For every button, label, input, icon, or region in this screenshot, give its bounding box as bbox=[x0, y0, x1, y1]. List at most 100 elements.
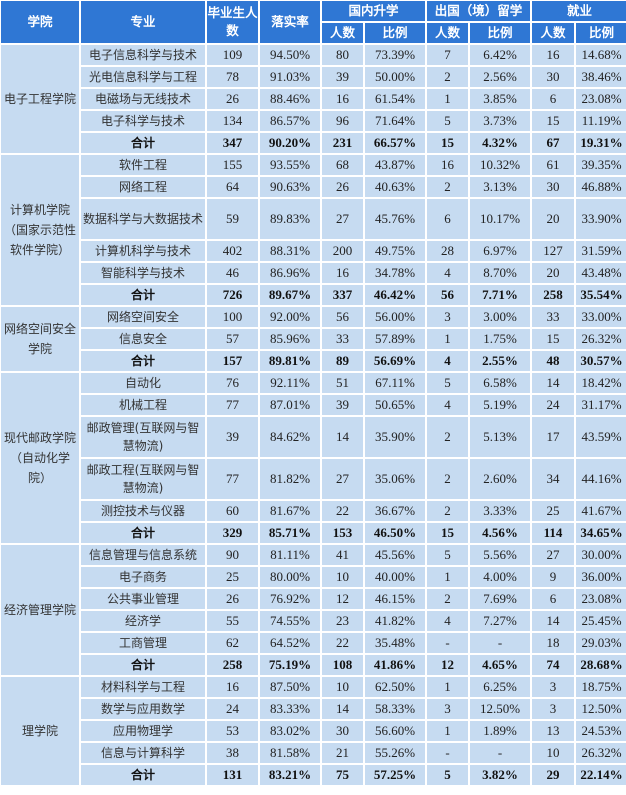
rate-cell: 91.03% bbox=[260, 67, 320, 87]
rate-cell: 92.11% bbox=[260, 373, 320, 393]
table-row: 理学院 材料科学与工程 16 87.50% 10 62.50% 1 6.25% 3 18.75% bbox=[1, 677, 626, 785]
abroad-count-cell: 5 bbox=[427, 765, 469, 785]
rate-cell: 64.52% bbox=[260, 633, 320, 653]
table-row: 电磁场与无线技术 26 88.46% 16 61.54% 1 3.85% 6 23.08% bbox=[1, 89, 626, 109]
major-cell: 软件工程 bbox=[81, 155, 205, 175]
employment-count-cell: 29 bbox=[532, 765, 575, 785]
college-cell: 计算机学院（国家示范性软件学院） bbox=[1, 155, 79, 305]
domestic-count-cell: 23 bbox=[322, 611, 363, 631]
graduates-cell: 329 bbox=[207, 523, 258, 543]
abroad-count-cell: 1 bbox=[427, 721, 469, 741]
domestic-ratio-cell: 43.87% bbox=[365, 155, 426, 175]
abroad-ratio-cell: - bbox=[470, 743, 531, 763]
domestic-ratio-cell: 56.00% bbox=[365, 307, 426, 327]
abroad-count-cell: 15 bbox=[427, 133, 469, 153]
abroad-count-cell: 15 bbox=[427, 523, 469, 543]
domestic-count-cell: 22 bbox=[322, 501, 363, 521]
domestic-ratio-cell: 35.48% bbox=[365, 633, 426, 653]
abroad-count-cell: 7 bbox=[427, 45, 469, 65]
college-cell: 理学院 bbox=[1, 677, 79, 785]
graduates-cell: 77 bbox=[207, 459, 258, 499]
employment-count-cell: 48 bbox=[532, 351, 575, 371]
domestic-ratio-cell: 55.26% bbox=[365, 743, 426, 763]
graduates-cell: 100 bbox=[207, 307, 258, 327]
domestic-count-cell: 12 bbox=[322, 589, 363, 609]
table-row: 工商管理 62 64.52% 22 35.48% - -18 29.03% bbox=[1, 633, 626, 653]
abroad-ratio-cell: 12.50% bbox=[470, 699, 531, 719]
rate-cell: 94.50% bbox=[260, 45, 320, 65]
college-cell: 经济管理学院 bbox=[1, 545, 79, 675]
employment-count-cell: 3 bbox=[532, 677, 575, 697]
total-row: 合计 157 89.81% 89 56.69% 4 2.55% 48 30.57% bbox=[1, 351, 626, 371]
graduates-cell: 53 bbox=[207, 721, 258, 741]
domestic-ratio-cell: 57.25% bbox=[365, 765, 426, 785]
domestic-count-cell: 14 bbox=[322, 417, 363, 457]
employment-ratio-cell: 36.00% bbox=[576, 567, 626, 587]
employment-count-cell: 61 bbox=[532, 155, 575, 175]
rate-cell: 81.58% bbox=[260, 743, 320, 763]
abroad-ratio-cell: 7.71% bbox=[470, 285, 531, 305]
graduates-cell: 38 bbox=[207, 743, 258, 763]
employment-ratio-cell: 44.16% bbox=[576, 459, 626, 499]
graduates-cell: 155 bbox=[207, 155, 258, 175]
domestic-count-cell: 153 bbox=[322, 523, 363, 543]
header-graduates: 毕业生人数 bbox=[207, 1, 258, 43]
employment-ratio-cell: 30.57% bbox=[576, 351, 626, 371]
employment-ratio-cell: 33.90% bbox=[576, 199, 626, 239]
graduates-cell: 347 bbox=[207, 133, 258, 153]
domestic-count-cell: 10 bbox=[322, 677, 363, 697]
employment-count-cell: 33 bbox=[532, 307, 575, 327]
abroad-ratio-cell: 7.69% bbox=[470, 589, 531, 609]
employment-ratio-cell: 12.50% bbox=[576, 699, 626, 719]
table-row: 应用物理学 53 83.02% 30 56.60% 1 1.89% 13 24.53% bbox=[1, 721, 626, 741]
domestic-ratio-cell: 49.75% bbox=[365, 241, 426, 261]
major-cell: 公共事业管理 bbox=[81, 589, 205, 609]
abroad-ratio-cell: 6.42% bbox=[470, 45, 531, 65]
graduates-cell: 134 bbox=[207, 111, 258, 131]
employment-count-cell: 9 bbox=[532, 567, 575, 587]
employment-ratio-cell: 26.32% bbox=[576, 743, 626, 763]
abroad-ratio-cell: 3.00% bbox=[470, 307, 531, 327]
abroad-ratio-cell: 4.56% bbox=[470, 523, 531, 543]
abroad-ratio-cell: 4.65% bbox=[470, 655, 531, 675]
domestic-count-cell: 10 bbox=[322, 567, 363, 587]
header-abroad: 出国（境）留学 bbox=[427, 1, 531, 21]
employment-count-cell: 24 bbox=[532, 395, 575, 415]
employment-ratio-cell: 25.45% bbox=[576, 611, 626, 631]
graduates-cell: 62 bbox=[207, 633, 258, 653]
employment-ratio-cell: 41.67% bbox=[576, 501, 626, 521]
abroad-ratio-cell: 10.32% bbox=[470, 155, 531, 175]
abroad-count-cell: 16 bbox=[427, 155, 469, 175]
employment-count-cell: 20 bbox=[532, 199, 575, 239]
rate-cell: 88.31% bbox=[260, 241, 320, 261]
domestic-ratio-cell: 46.42% bbox=[365, 285, 426, 305]
rate-cell: 75.19% bbox=[260, 655, 320, 675]
graduates-cell: 26 bbox=[207, 89, 258, 109]
rate-cell: 88.46% bbox=[260, 89, 320, 109]
abroad-ratio-cell: 3.73% bbox=[470, 111, 531, 131]
major-cell: 计算机科学与技术 bbox=[81, 241, 205, 261]
header-employment-count: 人数 bbox=[532, 23, 575, 43]
table-row: 网络工程 64 90.63% 26 40.63% 2 3.13% 30 46.88% bbox=[1, 177, 626, 197]
abroad-count-cell: 3 bbox=[427, 307, 469, 327]
major-cell: 电子商务 bbox=[81, 567, 205, 587]
employment-ratio-cell: 23.08% bbox=[576, 89, 626, 109]
employment-ratio-cell: 24.53% bbox=[576, 721, 626, 741]
college-cell: 现代邮政学院（自动化学院） bbox=[1, 373, 79, 543]
header-domestic: 国内升学 bbox=[322, 1, 426, 21]
domestic-count-cell: 22 bbox=[322, 633, 363, 653]
rate-cell: 81.11% bbox=[260, 545, 320, 565]
domestic-count-cell: 27 bbox=[322, 199, 363, 239]
domestic-ratio-cell: 50.00% bbox=[365, 67, 426, 87]
major-cell: 光电信息科学与工程 bbox=[81, 67, 205, 87]
graduates-cell: 24 bbox=[207, 699, 258, 719]
graduates-cell: 25 bbox=[207, 567, 258, 587]
header-employment: 就业 bbox=[532, 1, 626, 21]
major-cell: 经济学 bbox=[81, 611, 205, 631]
domestic-count-cell: 27 bbox=[322, 459, 363, 499]
employment-ratio-cell: 19.31% bbox=[576, 133, 626, 153]
employment-ratio-cell: 28.68% bbox=[576, 655, 626, 675]
graduates-cell: 109 bbox=[207, 45, 258, 65]
domestic-ratio-cell: 41.82% bbox=[365, 611, 426, 631]
abroad-ratio-cell: - bbox=[470, 633, 531, 653]
